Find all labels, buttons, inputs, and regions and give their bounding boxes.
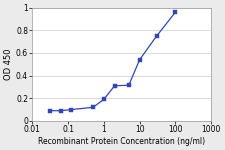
Y-axis label: OD 450: OD 450 <box>4 49 13 80</box>
X-axis label: Recombinant Protein Concentration (ng/ml): Recombinant Protein Concentration (ng/ml… <box>38 137 205 146</box>
